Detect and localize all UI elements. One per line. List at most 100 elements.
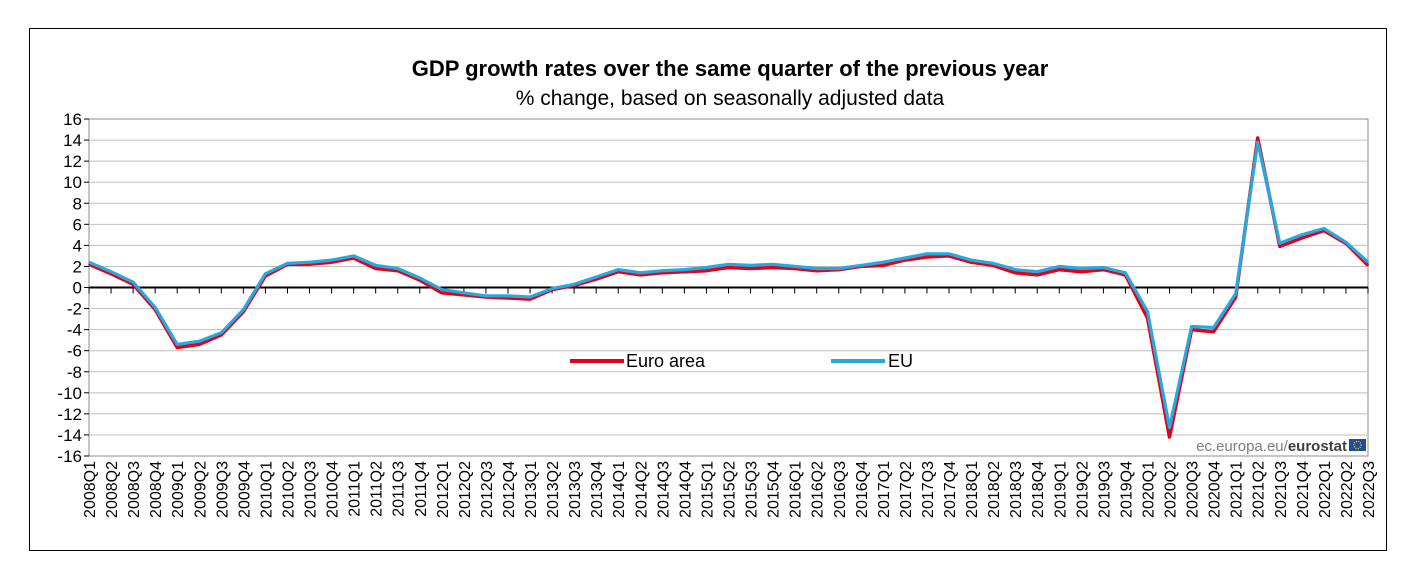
data-point (1146, 310, 1149, 313)
x-tick-label: 2018Q2 (986, 461, 1003, 518)
x-tick-label: 2017Q1 (876, 461, 893, 518)
data-point (573, 283, 575, 286)
x-tick-label: 2014Q3 (655, 461, 672, 518)
data-point (88, 261, 90, 264)
x-tick-label: 2011Q1 (347, 461, 364, 517)
x-tick-label: 2020Q2 (1163, 461, 1180, 518)
x-tick-label: 2009Q4 (236, 461, 253, 518)
data-point (661, 271, 664, 274)
data-point (727, 266, 730, 269)
data-point (132, 281, 134, 284)
data-point (198, 340, 201, 343)
x-tick-label: 2020Q4 (1207, 461, 1224, 518)
y-tick-label: 0 (73, 279, 82, 298)
x-tick-label: 2012Q4 (501, 461, 518, 518)
data-point (683, 268, 686, 271)
data-point (705, 269, 708, 272)
x-tick-label: 2019Q1 (1052, 461, 1069, 518)
x-tick-label: 2021Q2 (1251, 461, 1268, 518)
x-tick-label: 2018Q1 (964, 461, 981, 518)
x-tick-label: 2012Q2 (457, 461, 474, 518)
x-tick-label: 2010Q4 (325, 461, 342, 518)
x-tick-label: 2013Q3 (567, 461, 584, 518)
data-point (1014, 268, 1016, 271)
x-tick-label: 2012Q3 (479, 461, 496, 518)
y-tick-label: 14 (63, 131, 82, 150)
x-tick-label: 2019Q3 (1096, 461, 1113, 518)
x-tick-label: 2018Q3 (1008, 461, 1025, 518)
x-tick-label: 2016Q1 (788, 461, 805, 518)
x-tick-label: 2009Q3 (214, 461, 231, 518)
data-point (904, 257, 906, 259)
data-point (1168, 426, 1171, 429)
y-tick-label: -6 (67, 342, 82, 361)
data-point (749, 267, 752, 270)
y-tick-label: -4 (67, 321, 82, 340)
data-point (529, 298, 531, 300)
gridlines (89, 139, 1368, 436)
data-point (1080, 267, 1083, 270)
data-point (683, 270, 686, 273)
x-tick-label: 2013Q2 (545, 461, 562, 518)
y-tick-label: -8 (67, 363, 82, 382)
x-tick-label: 2017Q4 (942, 461, 959, 518)
data-point (463, 294, 465, 296)
data-point (992, 262, 994, 265)
chart-svg: GDP growth rates over the same quarter o… (57, 56, 1378, 518)
x-axis: 2008Q1 2008Q2 2008Q3 2008Q4 2009Q1 2009Q2 2009… (82, 286, 1378, 518)
data-point (418, 277, 421, 279)
data-point (727, 263, 730, 266)
x-tick-label: 2014Q2 (633, 461, 650, 518)
y-tick-label: -14 (57, 426, 82, 445)
data-point (1345, 241, 1347, 244)
data-point (1323, 227, 1325, 230)
x-tick-label: 2010Q3 (303, 461, 320, 518)
data-point (308, 261, 311, 264)
data-point (1080, 270, 1083, 273)
source-text: ec.europa.eu/eurostat (1196, 438, 1347, 455)
data-point (771, 263, 774, 266)
data-point (1278, 242, 1281, 245)
y-tick-label: 4 (73, 236, 82, 255)
data-point (485, 295, 487, 297)
data-point (661, 269, 664, 272)
data-point (926, 256, 928, 258)
series-layer (88, 136, 1370, 439)
chart-title: GDP growth rates over the same quarter o… (412, 56, 1049, 81)
x-tick-label: 2011Q3 (391, 461, 408, 517)
data-point (1058, 265, 1061, 268)
y-tick-label: 8 (73, 194, 82, 213)
x-tick-label: 2012Q1 (435, 461, 452, 518)
data-point (815, 267, 818, 270)
data-point (639, 271, 642, 274)
x-tick-label: 2015Q2 (722, 461, 739, 518)
data-point (198, 343, 201, 346)
x-tick-label: 2008Q3 (126, 461, 143, 518)
data-point (1190, 325, 1193, 328)
data-point (286, 262, 289, 265)
data-point (749, 264, 752, 267)
data-point (176, 343, 179, 346)
chart-subtitle: % change, based on seasonally adjusted d… (516, 87, 945, 110)
y-tick-label: 2 (73, 257, 82, 276)
x-tick-label: 2016Q4 (854, 461, 871, 518)
data-point (970, 261, 972, 264)
data-point (507, 297, 509, 299)
y-tick-label: -10 (57, 384, 82, 403)
data-point (1301, 234, 1303, 236)
x-tick-label: 2008Q4 (148, 461, 165, 518)
data-point (705, 266, 708, 269)
x-tick-label: 2022Q1 (1317, 461, 1334, 518)
data-point (374, 267, 377, 270)
data-point (595, 276, 597, 278)
data-point (396, 267, 399, 270)
y-tick-label: 6 (73, 215, 82, 234)
x-tick-label: 2015Q3 (744, 461, 761, 518)
data-point (882, 264, 884, 267)
data-point (330, 259, 333, 261)
data-point (1168, 436, 1171, 438)
y-tick-label: 16 (63, 110, 82, 129)
data-point (904, 259, 906, 261)
data-point (441, 291, 443, 294)
data-point (330, 261, 333, 264)
